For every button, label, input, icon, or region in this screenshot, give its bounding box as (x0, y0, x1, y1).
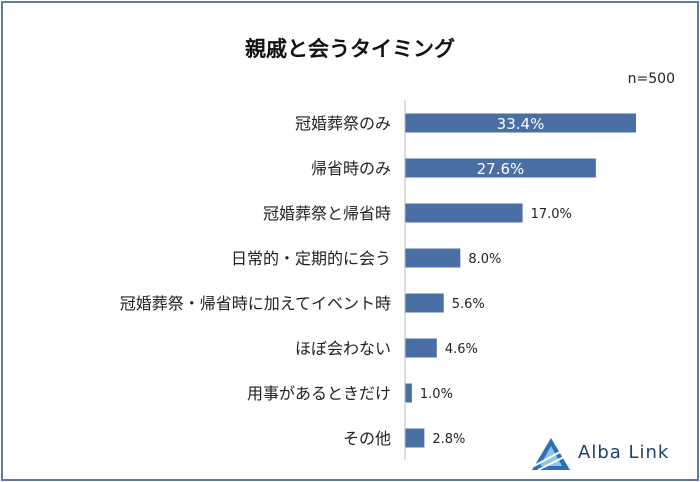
data-label: 17.0% (531, 207, 572, 222)
data-label: 2.8% (432, 432, 465, 447)
category-label: 冠婚葬祭と帰省時 (263, 204, 391, 223)
data-label: 8.0% (468, 252, 501, 267)
bar (405, 158, 596, 178)
data-label: 1.0% (420, 387, 453, 402)
category-label: 用事があるときだけ (247, 384, 391, 403)
bar (405, 428, 425, 448)
bar (405, 293, 444, 313)
bar (405, 203, 523, 223)
category-label: 冠婚葬祭のみ (295, 114, 391, 133)
category-label: 冠婚葬祭・帰省時に加えてイベント時 (120, 294, 391, 313)
category-label: 帰省時のみ (311, 159, 391, 178)
chart-title: 親戚と会うタイミング (245, 37, 455, 61)
category-label: ほぼ会わない (295, 339, 391, 358)
data-label: 4.6% (445, 342, 478, 357)
category-label: その他 (343, 429, 391, 448)
bar (405, 248, 461, 268)
alba-link-logo-icon (532, 438, 570, 471)
data-label: 33.4% (497, 115, 545, 133)
bar (405, 113, 636, 133)
bar (405, 383, 412, 403)
bar (405, 338, 437, 358)
category-label: 日常的・定期的に会う (231, 249, 391, 268)
sample-size-label: n=500 (627, 71, 675, 87)
data-label: 5.6% (452, 297, 485, 312)
data-label: 27.6% (477, 160, 525, 178)
brand-name: Alba Link (578, 442, 670, 463)
brand-logo: Alba Link (530, 436, 690, 472)
